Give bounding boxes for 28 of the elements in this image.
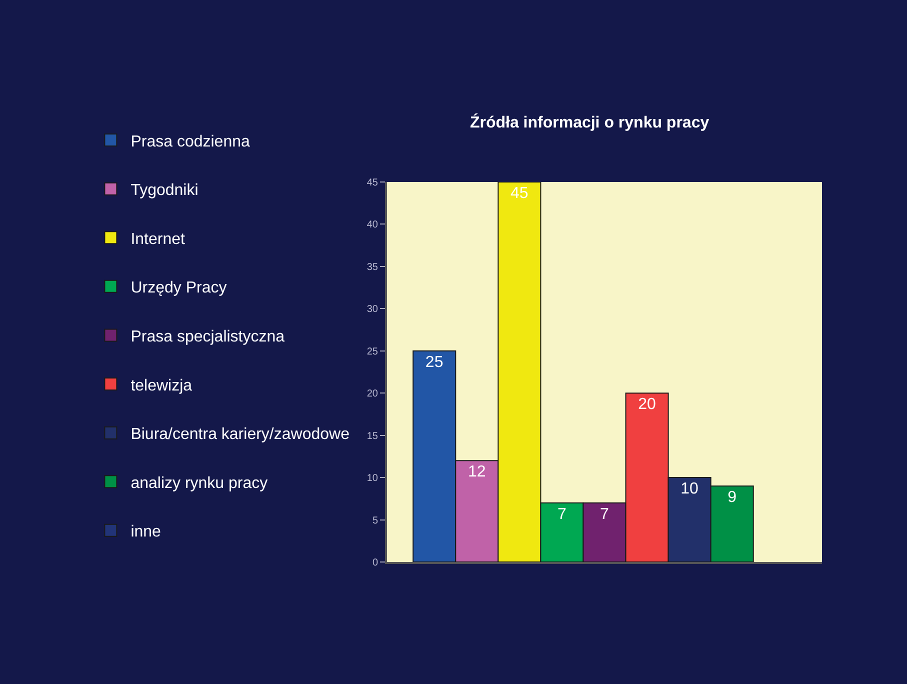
legend-label: Internet: [130, 230, 186, 248]
legend-label: inne: [130, 524, 162, 541]
data-label: 20: [638, 396, 656, 414]
legend-label: telewizja: [130, 377, 192, 394]
legend-label: Prasa codzienna: [130, 133, 250, 150]
data-label: 9: [728, 489, 737, 506]
y-tick-label: 10: [366, 473, 378, 484]
data-label: 25: [425, 354, 444, 371]
y-tick-label: 15: [366, 430, 378, 442]
legend-label: Tygodniki: [130, 182, 198, 200]
y-tick-label: 20: [366, 388, 378, 400]
legend-label: Prasa specjalistyczna: [130, 328, 285, 346]
data-label: 12: [468, 464, 486, 481]
y-tick-label: 40: [366, 220, 378, 231]
y-tick-label: 30: [366, 304, 378, 316]
y-tick-label: 5: [372, 515, 378, 526]
data-label: 10: [680, 480, 699, 498]
y-tick-label: 45: [366, 178, 378, 188]
y-tick-label: 35: [366, 262, 378, 273]
data-label: 45: [510, 185, 528, 202]
y-tick-label: 0: [372, 558, 378, 568]
legend-label: analizy rynku pracy: [130, 474, 268, 492]
data-label: 7: [557, 506, 566, 523]
chart-title: Źródła informacji o rynku pracy: [470, 112, 710, 132]
y-tick-label: 25: [366, 346, 378, 358]
legend-label: Biura/centra kariery/zawodowe: [130, 426, 350, 444]
data-label: 7: [600, 506, 609, 523]
legend-label: Urzędy Pracy: [130, 280, 227, 297]
